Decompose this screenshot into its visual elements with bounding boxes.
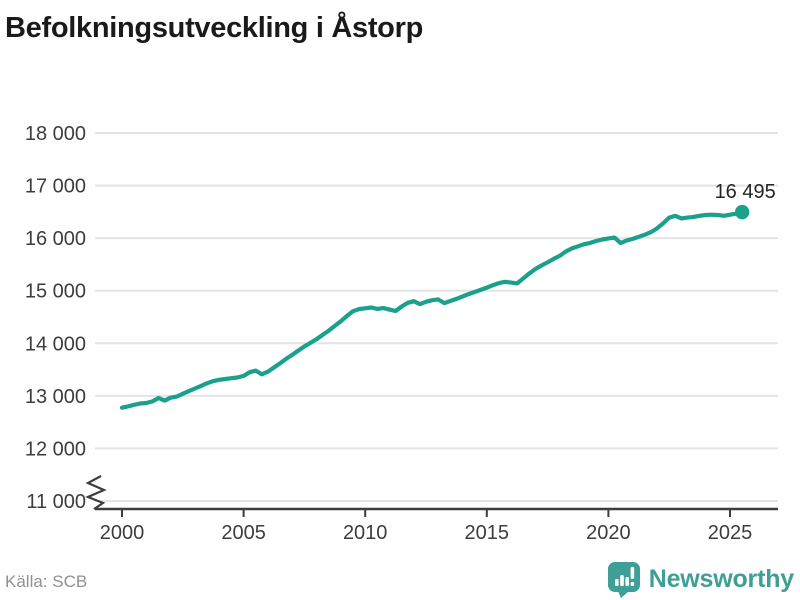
y-tick-label: 17 000 (25, 176, 86, 198)
chart-title: Befolkningsutveckling i Åstorp (5, 12, 423, 44)
latest-point-marker (734, 204, 750, 220)
y-tick-label: 13 000 (25, 386, 86, 408)
newsworthy-logo: Newsworthy (607, 561, 794, 598)
x-tick-label: 2015 (465, 522, 510, 544)
source-attribution: Källa: SCB (5, 572, 88, 591)
population-line (119, 210, 745, 410)
y-tick-label: 15 000 (25, 281, 86, 303)
y-tick-label: 14 000 (25, 333, 86, 355)
latest-value-label: 16 495 (715, 181, 776, 203)
axis-break-icon (85, 475, 107, 510)
x-tick-label: 2020 (586, 522, 631, 544)
x-tick-label: 2005 (221, 522, 266, 544)
y-tick-label: 12 000 (25, 438, 86, 460)
x-tick-label: 2010 (343, 522, 388, 544)
y-tick-label: 16 000 (25, 228, 86, 250)
y-tick-label: 18 000 (25, 123, 86, 145)
x-tick-label: 2000 (100, 522, 145, 544)
newsworthy-wordmark: Newsworthy (648, 565, 794, 593)
x-tick-label: 2025 (708, 522, 753, 544)
y-tick-label: 11 000 (26, 491, 86, 513)
newsworthy-icon (607, 562, 640, 598)
